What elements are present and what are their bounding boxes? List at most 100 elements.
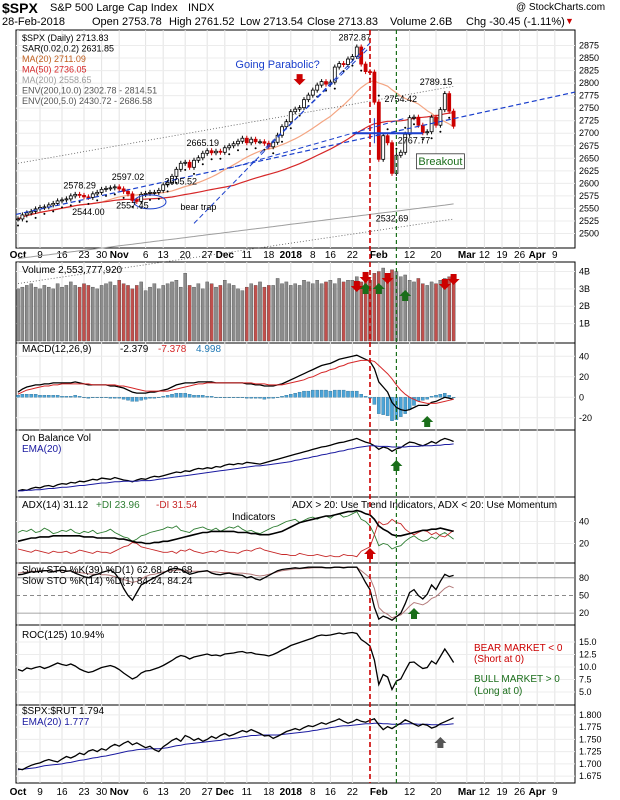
macd-tick-label: 40 bbox=[579, 351, 589, 361]
x-tick-label: 11 bbox=[242, 250, 253, 261]
macd-histogram-bar bbox=[29, 394, 33, 398]
panel-frame-obv bbox=[15, 429, 576, 498]
macd-histogram-bar bbox=[42, 395, 47, 398]
volume-bar bbox=[236, 288, 240, 342]
macd-signal-value: -7.378 bbox=[158, 344, 187, 355]
volume-bar bbox=[42, 285, 47, 342]
price-legend-entry: MA(200) 2558.65 bbox=[22, 75, 92, 85]
macd-histogram-bar bbox=[399, 397, 403, 417]
up-arrow-icon bbox=[408, 608, 420, 619]
price-candle-body bbox=[442, 93, 447, 111]
panel-frame-price bbox=[15, 29, 576, 249]
price-tick-label: 2750 bbox=[579, 103, 599, 113]
volume-bar bbox=[350, 280, 355, 342]
volume-bar bbox=[333, 283, 337, 342]
up-arrow-icon bbox=[359, 283, 372, 294]
price-candle-body bbox=[381, 135, 386, 160]
macd-histogram-bar bbox=[69, 396, 73, 398]
price-candle-body bbox=[363, 63, 368, 72]
price-candle-body bbox=[231, 143, 236, 147]
volume-bar bbox=[311, 283, 315, 342]
x-tick-label-bottom: Oct bbox=[10, 787, 27, 798]
sar-dot bbox=[237, 149, 239, 152]
price-candle-body bbox=[434, 116, 438, 126]
price-candle-body bbox=[297, 107, 302, 110]
volume-title: Volume 2,553,777,920 bbox=[22, 265, 123, 276]
volume-bar bbox=[390, 269, 394, 342]
macd-histogram-bar bbox=[372, 397, 377, 405]
change-label: Chg -30.45 (-1.11%) bbox=[466, 16, 565, 28]
price-tick-label: 2850 bbox=[579, 53, 599, 63]
sar-dot bbox=[25, 220, 28, 223]
sar-dot bbox=[61, 206, 63, 209]
volume-bar bbox=[262, 286, 267, 342]
price-legend-entry: ENV(200,10.0) 2302.78 - 2814.51 bbox=[22, 86, 157, 96]
macd-histogram-bar bbox=[143, 397, 148, 400]
volume-bar bbox=[227, 283, 231, 342]
macd-histogram-bar bbox=[231, 397, 236, 398]
ratio-ema-line bbox=[17, 722, 454, 771]
down-arrow-icon bbox=[447, 274, 460, 285]
volume-bar bbox=[179, 286, 183, 342]
macd-histogram-bar bbox=[403, 397, 407, 414]
volume-bar bbox=[20, 286, 25, 342]
sar-dot bbox=[210, 158, 213, 161]
x-tick-label-bottom: 6 bbox=[143, 787, 149, 798]
panel-frame-ratio bbox=[15, 704, 576, 784]
symbol-label: $SPX bbox=[2, 0, 38, 16]
macd-tick-label: 0 bbox=[579, 392, 584, 402]
volume-bar bbox=[297, 285, 302, 342]
roc-tick-label: 10.0 bbox=[579, 662, 597, 672]
adx-legend-entry: ADX(14) 31.12 bbox=[22, 500, 89, 511]
macd-histogram-bar bbox=[157, 397, 161, 398]
volume-bar bbox=[126, 285, 130, 342]
x-tick-label-bottom: 11 bbox=[242, 787, 253, 798]
macd-histogram-bar bbox=[91, 397, 95, 398]
x-tick-label: 13 bbox=[158, 250, 170, 261]
price-tick-label: 2800 bbox=[579, 78, 599, 88]
macd-histogram-bar bbox=[271, 397, 275, 399]
sar-dot bbox=[281, 140, 283, 143]
macd-histogram-bar bbox=[407, 397, 412, 410]
sar-dot bbox=[96, 199, 99, 202]
macd-histogram-bar bbox=[315, 389, 319, 398]
sar-dot bbox=[377, 94, 380, 97]
volume-bar bbox=[328, 280, 333, 342]
macd-histogram-bar bbox=[117, 397, 121, 399]
volume-bar bbox=[280, 283, 284, 342]
macd-histogram-bar bbox=[113, 397, 117, 399]
price-candle-body bbox=[196, 157, 201, 161]
roc-title: ROC(125) 10.94% bbox=[22, 630, 104, 641]
macd-histogram-bar bbox=[302, 390, 306, 398]
macd-histogram-bar bbox=[183, 392, 187, 398]
x-tick-label: 22 bbox=[347, 250, 359, 261]
roc-note-bear-sub: (Short at 0) bbox=[474, 654, 524, 665]
volume-bar bbox=[399, 276, 403, 342]
price-candle-body bbox=[104, 187, 108, 190]
obv-line bbox=[17, 437, 454, 492]
stochastic-k39-line bbox=[17, 566, 454, 619]
macd-histogram-bar bbox=[333, 389, 337, 398]
volume-bar bbox=[139, 281, 143, 342]
price-candle-body bbox=[293, 108, 298, 113]
sar-dot bbox=[448, 116, 451, 119]
down-arrow-icon bbox=[350, 281, 363, 292]
price-tick-label: 2625 bbox=[579, 166, 599, 176]
up-arrow-icon bbox=[421, 416, 434, 427]
volume-bar bbox=[377, 271, 381, 342]
ratio-title: $SPX:$RUT 1.794 bbox=[22, 706, 105, 717]
macd-histogram-bar bbox=[236, 397, 240, 398]
x-tick-label-bottom: 2018 bbox=[280, 787, 303, 798]
sar-dot bbox=[175, 181, 178, 184]
macd-histogram-bar bbox=[139, 397, 143, 401]
macd-histogram-bar bbox=[381, 397, 385, 415]
price-annotation: 2872.87 bbox=[339, 33, 372, 43]
macd-histogram-bar bbox=[174, 392, 179, 398]
ma200-line bbox=[17, 203, 454, 259]
price-legend-entry: $SPX (Daily) 2713.83 bbox=[22, 33, 109, 43]
x-tick-label-bottom: 9 bbox=[37, 787, 43, 798]
obv-ema-line bbox=[18, 443, 454, 492]
price-tick-label: 2500 bbox=[579, 228, 599, 238]
macd-title: MACD(12,26,9) bbox=[22, 344, 91, 355]
